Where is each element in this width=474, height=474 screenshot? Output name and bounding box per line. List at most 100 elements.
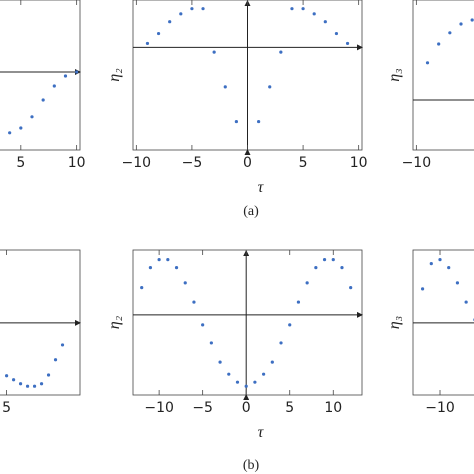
data-point (296, 300, 301, 304)
x-tick-label: −10 (122, 155, 152, 171)
y-axis-title: η₃ (386, 68, 403, 82)
data-point (209, 341, 213, 345)
frame (412, 0, 474, 151)
data-point (18, 382, 23, 386)
data-point (448, 31, 452, 35)
x-tick-label: 5 (2, 400, 11, 416)
data-point (301, 7, 305, 11)
x-tick-label: 5 (285, 400, 294, 416)
data-point (63, 74, 68, 78)
y-axis-title: η₃ (386, 316, 403, 330)
data-point (179, 12, 183, 16)
data-point (8, 131, 12, 135)
data-point (447, 266, 451, 270)
data-point (183, 281, 187, 285)
data-point (4, 374, 9, 378)
data-point (425, 61, 430, 65)
data-point (420, 287, 425, 291)
x-tick-label: 5 (16, 155, 25, 171)
x-tick-label: 10 (324, 400, 342, 416)
data-point (279, 341, 283, 345)
panel: 5 10 (0, 0, 86, 171)
data-point (459, 22, 463, 26)
data-point (190, 7, 194, 11)
data-point (140, 286, 144, 290)
data-point (235, 380, 240, 384)
data-point (41, 98, 45, 102)
data-point (201, 7, 205, 11)
data-point (30, 115, 34, 119)
data-point (323, 20, 327, 24)
data-point (39, 382, 44, 386)
data-point (279, 50, 283, 54)
data-point (227, 372, 231, 376)
x-axis-title: τ (258, 424, 265, 441)
caption: (a) (243, 204, 259, 219)
data-point (168, 20, 172, 24)
data-point (212, 50, 216, 54)
panel: −10 η₃ (386, 249, 474, 416)
data-point (174, 266, 179, 270)
data-point (53, 358, 58, 362)
data-point (234, 119, 238, 124)
data-point (262, 372, 266, 376)
data-point (145, 41, 150, 46)
panel: −10 −5 0 5 10 τ η₂ (106, 249, 363, 441)
data-point (464, 300, 468, 304)
data-point (257, 119, 261, 124)
x-tick-label: 0 (243, 155, 252, 171)
data-point (223, 85, 227, 89)
data-point (157, 258, 161, 262)
data-point (290, 7, 294, 11)
data-point (218, 360, 222, 364)
data-point (314, 266, 318, 270)
frame (132, 249, 363, 396)
x-tick-label: −10 (425, 400, 455, 416)
data-point (438, 258, 442, 262)
data-point (322, 258, 327, 262)
panel: −10 η₃ (386, 0, 474, 171)
data-point (288, 323, 292, 327)
data-point (148, 266, 153, 270)
data-point (19, 126, 23, 130)
data-point (253, 380, 257, 384)
data-point (244, 384, 248, 388)
data-point (470, 18, 474, 22)
data-point (305, 281, 309, 285)
x-tick-label: 0 (242, 400, 251, 416)
data-point (349, 286, 353, 290)
data-point (345, 41, 350, 46)
data-point (437, 42, 441, 46)
data-point (75, 70, 79, 74)
frame (0, 0, 81, 151)
x-tick-label: 5 (299, 155, 308, 171)
data-point (25, 384, 30, 388)
y-axis-title: η₂ (106, 68, 123, 82)
data-point (156, 31, 161, 36)
x-tick-label: 10 (350, 155, 368, 171)
data-point (32, 384, 37, 388)
data-point (268, 85, 272, 89)
data-point (340, 266, 344, 270)
data-point (429, 262, 433, 266)
x-tick-label: −5 (182, 155, 203, 171)
data-point (331, 258, 335, 262)
x-tick-label: −10 (402, 155, 432, 171)
x-tick-label: −10 (144, 400, 174, 416)
y-axis-title: η₂ (106, 315, 123, 329)
data-point (166, 258, 170, 262)
x-axis-title: τ (258, 179, 265, 196)
data-point (455, 281, 460, 285)
data-point (201, 323, 205, 327)
data-point (192, 300, 196, 304)
data-point (270, 360, 274, 364)
data-point (60, 343, 65, 347)
x-tick-label: 10 (68, 155, 86, 171)
data-point (52, 84, 56, 88)
caption: (b) (243, 458, 260, 473)
x-tick-label: −5 (192, 400, 213, 416)
data-point (312, 12, 316, 16)
data-point (46, 373, 51, 377)
